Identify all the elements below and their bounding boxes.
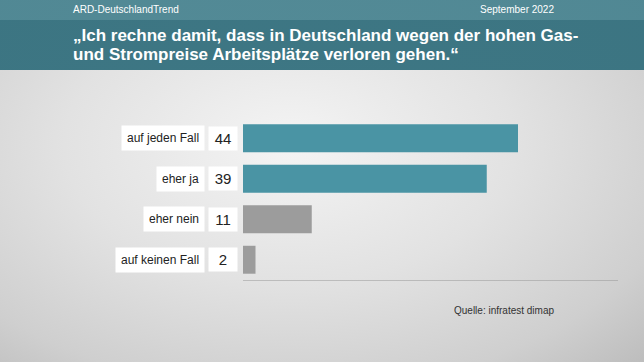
svg-text:39: 39 (215, 170, 232, 187)
html-text:ARD-DeutschlandTrend: ARD-DeutschlandTrend (73, 4, 179, 15)
svg-text:2: 2 (219, 251, 227, 268)
html-text:September 2022: September 2022 (480, 4, 554, 15)
svg-text:11: 11 (215, 211, 231, 228)
svg-text:auf jeden Fall: auf jeden Fall (127, 131, 199, 145)
svg-text:eher ja: eher ja (162, 172, 199, 186)
svg-text:eher nein: eher nein (149, 212, 199, 226)
html-text:„Ich rechne damit, dass in Deu: „Ich rechne damit, dass in Deutschland w… (73, 26, 579, 64)
svg-text:44: 44 (215, 130, 232, 147)
svg-text:Quelle: infratest dimap: Quelle: infratest dimap (454, 305, 554, 316)
svg-text:auf keinen Fall: auf keinen Fall (121, 253, 199, 267)
